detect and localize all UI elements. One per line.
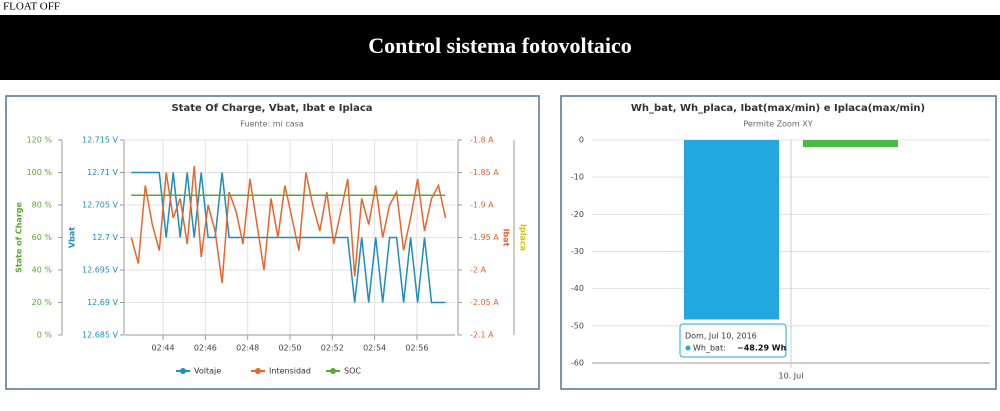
y-tick-label: -2.05 A — [470, 298, 499, 307]
y-tick-label: 12.71 V — [87, 168, 118, 177]
y-tick-label: 0 % — [37, 331, 53, 340]
bar — [684, 140, 779, 320]
tooltip-header: Dom, Jul 10, 2016 — [685, 332, 757, 341]
x-tick-label: 02:50 — [278, 344, 301, 353]
y-tick-label: -10 — [571, 173, 584, 182]
x-tick-label: 02:52 — [321, 344, 344, 353]
chart-title: State Of Charge, Vbat, Ibat e Iplaca — [171, 103, 372, 114]
y-tick-label: 60 % — [32, 233, 53, 242]
legend-marker — [255, 368, 261, 374]
x-tick-label: 02:56 — [405, 344, 428, 353]
y-tick-label: -1.9 A — [470, 201, 494, 210]
y-tick-label: 12.715 V — [82, 136, 119, 145]
tooltip-label: Wh_bat: — [693, 344, 726, 353]
left-panel — [5, 95, 540, 390]
legend-item[interactable]: Intensidad — [251, 367, 311, 376]
y-tick-label: -1.8 A — [470, 136, 494, 145]
x-tick-label: 02:44 — [152, 344, 175, 353]
y-tick-label: -1.95 A — [470, 233, 499, 242]
header-bar — [0, 15, 1000, 80]
y-tick-label: 100 % — [27, 168, 53, 177]
legend-label: Intensidad — [269, 367, 311, 376]
y-tick-label: 120 % — [27, 136, 53, 145]
y-tick-label: 12.705 V — [82, 201, 119, 210]
y-tick-label: -20 — [571, 210, 584, 219]
legend-label: SOC — [344, 367, 361, 376]
status: FLOAT OFF — [3, 1, 60, 13]
y-tick-label: 80 % — [32, 201, 53, 210]
x-tick-label: 02:46 — [194, 344, 217, 353]
axis-title: Iplaca — [519, 224, 528, 251]
chart-subtitle: Fuente: mi casa — [240, 120, 304, 129]
x-tick-label: 10. Jul — [779, 372, 804, 381]
y-tick-label: -40 — [571, 284, 584, 293]
legend-label: Voltaje — [194, 367, 221, 376]
tooltip-marker — [685, 345, 691, 351]
series-line — [131, 171, 446, 304]
chart-subtitle: Permite Zoom XY — [743, 120, 812, 129]
tooltip-box — [679, 323, 787, 358]
y-tick-label: 12.695 V — [82, 266, 119, 275]
y-tick-label: -60 — [571, 359, 584, 368]
tooltip-value: −48.29 Wh — [737, 344, 787, 353]
y-tick-label: -2.1 A — [470, 331, 494, 340]
legend-marker — [330, 368, 336, 374]
y-tick-label: 12.7 V — [92, 233, 118, 242]
y-tick-label: -2 A — [470, 266, 487, 275]
y-tick-label: -1.85 A — [470, 168, 499, 177]
x-tick-label: 02:54 — [363, 344, 386, 353]
y-tick-label: 12.69 V — [87, 298, 118, 307]
axis-title: State of Charge — [15, 202, 24, 273]
axis-title: Vbat — [68, 227, 77, 248]
series-line — [130, 165, 447, 284]
y-tick-label: 0 — [579, 136, 584, 145]
header-title: Control sistema fotovoltaico — [368, 33, 632, 58]
x-tick-label: 02:48 — [236, 344, 259, 353]
legend-item[interactable]: SOC — [326, 367, 361, 376]
y-tick-label: -50 — [571, 321, 584, 330]
y-tick-label: 20 % — [32, 298, 53, 307]
y-tick-label: 12.685 V — [82, 331, 119, 340]
y-tick-label: 40 % — [32, 266, 53, 275]
legend-item[interactable]: Voltaje — [176, 367, 221, 376]
y-tick-label: -30 — [571, 247, 584, 256]
bar — [803, 140, 898, 148]
legend-marker — [180, 368, 186, 374]
chart-title: Wh_bat, Wh_placa, Ibat(max/min) e Iplaca… — [631, 103, 925, 114]
axis-title: Ibat — [502, 229, 511, 247]
